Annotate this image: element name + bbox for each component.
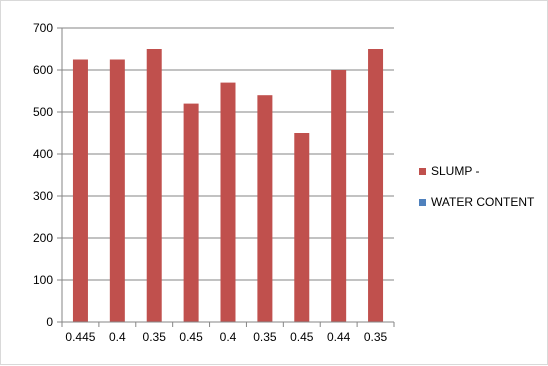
x-tick-labels: 0.445 0.4 0.35 0.45 0.4 0.35 0.45 0.44 0.35 xyxy=(61,322,395,344)
x-tick-label: 0.4 xyxy=(109,330,126,344)
legend-swatch-water-content xyxy=(419,198,426,206)
y-tick-label: 400 xyxy=(33,147,53,161)
y-tick-label: 600 xyxy=(33,63,53,77)
x-tick-label: 0.35 xyxy=(143,330,167,344)
x-tick-label: 0.4 xyxy=(220,330,237,344)
legend-label-slump: SLUMP - xyxy=(431,164,480,178)
bar-slump-1 xyxy=(109,59,125,322)
bar-slump-8 xyxy=(368,49,384,322)
y-tick-label: 700 xyxy=(33,21,53,35)
bar-slump-7 xyxy=(331,70,347,322)
legend-item-water-content: WATER CONTENT xyxy=(419,194,534,210)
x-tick-label: 0.45 xyxy=(290,330,314,344)
y-tick-labels: 0 100 200 300 400 500 600 700 xyxy=(33,21,53,329)
y-tick-label: 200 xyxy=(33,231,53,245)
legend-swatch-slump xyxy=(419,167,426,175)
axes xyxy=(61,28,394,323)
x-tick-label: 0.45 xyxy=(179,330,203,344)
bar-slump-5 xyxy=(257,95,273,322)
legend: SLUMP - WATER CONTENT xyxy=(419,163,534,225)
y-tick-label: 300 xyxy=(33,189,53,203)
bar-slump-4 xyxy=(220,82,236,322)
bar-slump-0 xyxy=(72,59,88,322)
x-tick-label: 0.35 xyxy=(253,330,277,344)
bar-slump-6 xyxy=(294,133,310,322)
legend-item-slump: SLUMP - xyxy=(419,163,534,179)
y-tick-label: 100 xyxy=(33,273,53,287)
bar-slump-3 xyxy=(183,103,199,322)
y-tick-label: 0 xyxy=(46,315,53,329)
bar-slump-2 xyxy=(146,49,162,322)
x-tick-label: 0.35 xyxy=(364,330,388,344)
y-tick-label: 500 xyxy=(33,105,53,119)
legend-label-water-content: WATER CONTENT xyxy=(431,195,535,209)
x-tick-label: 0.445 xyxy=(65,330,95,344)
bars xyxy=(72,49,384,322)
x-tick-label: 0.44 xyxy=(327,330,351,344)
